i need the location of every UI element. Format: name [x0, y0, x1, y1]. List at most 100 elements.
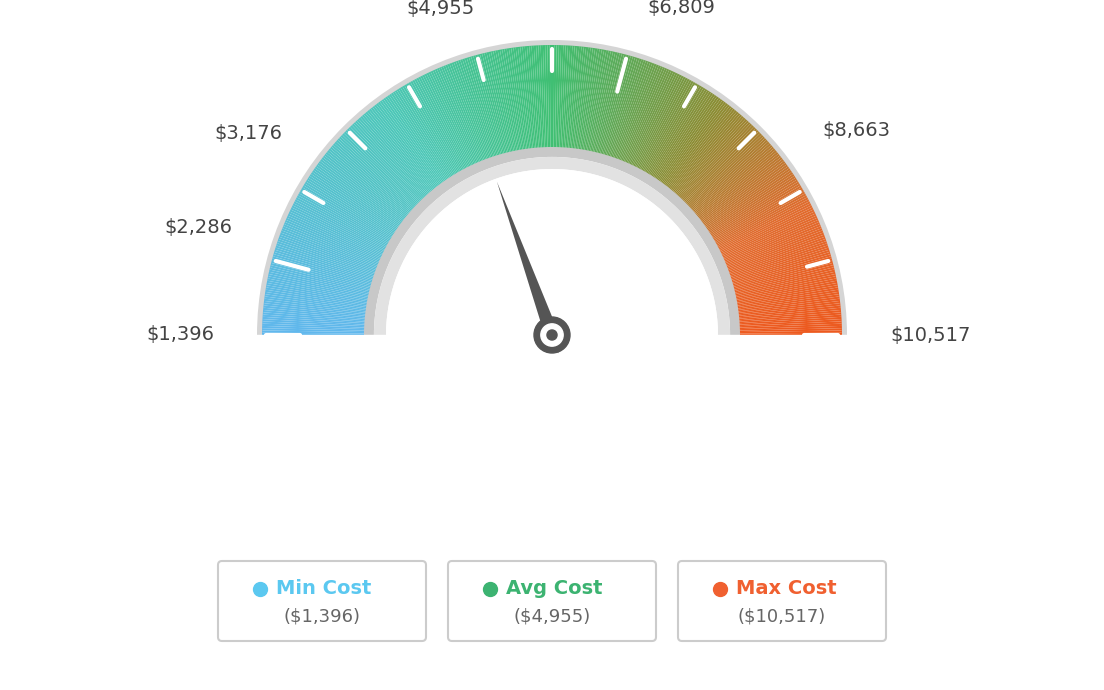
Wedge shape	[378, 101, 442, 187]
Wedge shape	[578, 48, 595, 152]
Wedge shape	[316, 164, 402, 228]
Wedge shape	[288, 212, 384, 257]
Wedge shape	[713, 193, 806, 246]
Wedge shape	[288, 214, 384, 259]
Wedge shape	[270, 265, 372, 292]
Wedge shape	[601, 55, 630, 157]
Wedge shape	[556, 45, 561, 150]
Wedge shape	[575, 48, 591, 152]
Wedge shape	[659, 99, 722, 186]
Wedge shape	[262, 331, 367, 333]
Wedge shape	[736, 319, 841, 326]
Wedge shape	[380, 100, 444, 186]
Wedge shape	[305, 181, 395, 238]
Wedge shape	[262, 328, 367, 332]
Wedge shape	[449, 63, 488, 162]
Wedge shape	[312, 170, 400, 231]
Wedge shape	[660, 100, 724, 186]
Wedge shape	[736, 308, 841, 319]
Wedge shape	[443, 66, 484, 164]
Text: $4,955: $4,955	[406, 0, 475, 18]
Wedge shape	[696, 152, 778, 219]
Wedge shape	[645, 84, 700, 176]
Wedge shape	[262, 333, 367, 335]
Wedge shape	[272, 261, 373, 289]
Wedge shape	[726, 239, 827, 275]
Wedge shape	[576, 48, 593, 152]
Wedge shape	[716, 204, 811, 253]
Wedge shape	[693, 148, 775, 217]
Wedge shape	[680, 125, 754, 202]
Wedge shape	[280, 230, 380, 270]
Wedge shape	[460, 59, 495, 159]
Wedge shape	[673, 116, 744, 196]
Text: Avg Cost: Avg Cost	[506, 580, 603, 598]
Wedge shape	[458, 60, 493, 160]
Wedge shape	[630, 72, 678, 168]
Wedge shape	[359, 117, 429, 197]
Wedge shape	[537, 46, 543, 150]
Wedge shape	[465, 58, 498, 159]
Wedge shape	[708, 178, 797, 236]
Polygon shape	[497, 181, 559, 353]
Wedge shape	[611, 60, 646, 160]
Wedge shape	[665, 104, 730, 189]
Wedge shape	[319, 161, 404, 225]
Wedge shape	[388, 95, 448, 183]
Wedge shape	[735, 292, 839, 309]
Wedge shape	[360, 116, 431, 196]
Wedge shape	[728, 243, 828, 278]
Wedge shape	[349, 127, 423, 203]
Wedge shape	[602, 56, 633, 157]
Wedge shape	[709, 181, 799, 238]
Wedge shape	[679, 124, 752, 201]
Wedge shape	[629, 72, 676, 168]
Wedge shape	[637, 78, 688, 172]
Wedge shape	[273, 254, 374, 285]
Wedge shape	[262, 324, 368, 329]
Wedge shape	[350, 125, 424, 202]
Wedge shape	[509, 48, 526, 152]
Wedge shape	[487, 52, 511, 155]
Wedge shape	[668, 109, 735, 192]
Wedge shape	[585, 50, 606, 153]
Wedge shape	[274, 252, 374, 284]
Wedge shape	[284, 222, 382, 264]
Wedge shape	[683, 132, 761, 206]
Wedge shape	[712, 189, 804, 244]
Wedge shape	[317, 163, 403, 226]
Wedge shape	[539, 46, 544, 150]
Wedge shape	[570, 46, 582, 151]
Wedge shape	[267, 276, 371, 299]
Wedge shape	[294, 201, 388, 251]
Wedge shape	[734, 281, 837, 302]
Wedge shape	[263, 315, 368, 324]
Wedge shape	[552, 45, 554, 150]
Wedge shape	[352, 124, 425, 201]
Wedge shape	[654, 92, 713, 181]
Wedge shape	[467, 57, 499, 158]
Wedge shape	[735, 290, 839, 308]
Wedge shape	[595, 53, 622, 155]
Wedge shape	[682, 130, 758, 205]
Wedge shape	[339, 137, 417, 210]
Wedge shape	[583, 49, 602, 152]
Wedge shape	[646, 86, 701, 177]
Wedge shape	[560, 46, 565, 150]
Wedge shape	[722, 220, 819, 263]
Wedge shape	[516, 47, 530, 152]
Wedge shape	[732, 265, 834, 292]
Wedge shape	[580, 48, 597, 152]
Wedge shape	[724, 230, 824, 270]
Wedge shape	[433, 70, 477, 166]
Wedge shape	[474, 55, 503, 157]
Wedge shape	[424, 74, 471, 169]
Wedge shape	[736, 322, 841, 328]
Wedge shape	[365, 112, 434, 193]
Wedge shape	[606, 58, 639, 159]
Wedge shape	[401, 86, 457, 177]
Wedge shape	[265, 290, 369, 308]
Wedge shape	[574, 47, 588, 152]
Wedge shape	[491, 51, 514, 154]
Text: ($1,396): ($1,396)	[284, 608, 361, 626]
